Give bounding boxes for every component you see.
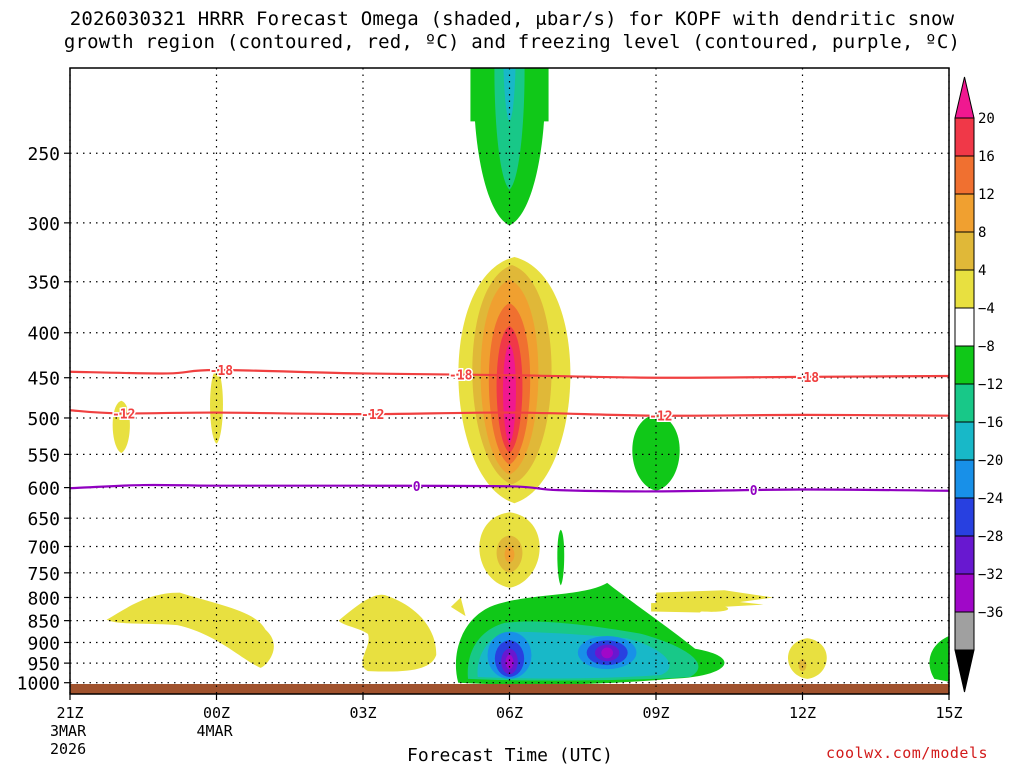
omega-right-edge-green — [929, 636, 949, 682]
y-tick-label-500: 500 — [27, 409, 60, 430]
credit-link[interactable]: coolwx.com/models — [826, 744, 989, 762]
y-tick-label-900: 900 — [27, 633, 60, 654]
colorbar-segment-7 — [954, 345, 975, 385]
x-tick-label-21Z: 21Z — [56, 704, 83, 722]
colorbar-label-5: −4 — [978, 301, 995, 317]
chart-title-line2: growth region (contoured, red, ºC) and f… — [63, 31, 961, 53]
colorbar-label-2: 12 — [978, 187, 995, 203]
colorbar-label-11: −28 — [978, 529, 1003, 545]
x-tick-label-00Z: 00Z — [203, 704, 230, 722]
axes: 2503003504004505005506006507007508008509… — [17, 67, 963, 758]
colorbar-segment-14 — [954, 611, 975, 651]
colorbar-label-12: −32 — [978, 567, 1003, 583]
omega-patch-d-core — [798, 659, 807, 672]
y-tick-label-250: 250 — [27, 144, 60, 165]
omega-mid-small-green — [557, 529, 565, 586]
colorbar-label-8: −16 — [978, 415, 1003, 431]
colorbar-segment-9 — [954, 421, 975, 461]
colorbar-segment-13 — [954, 573, 975, 613]
colorbar-label-7: −12 — [978, 377, 1003, 393]
y-tick-label-350: 350 — [27, 273, 60, 294]
y-tick-label-450: 450 — [27, 369, 60, 390]
y-tick-label-950: 950 — [27, 654, 60, 675]
omega-patch-d — [787, 638, 827, 679]
dgz-contour--12-label-0: -12 — [112, 407, 135, 422]
dgz-contour--18-label-1: -18 — [449, 369, 473, 384]
colorbar-label-4: 4 — [978, 263, 986, 279]
y-tick-label-650: 650 — [27, 509, 60, 530]
temperature-contours: -18 -18 -18 -12 -12 -12 0 0 — [70, 363, 949, 501]
x-tick-sublabel-00Z-0: 4MAR — [197, 722, 234, 740]
dgz-contour--12-label-1: -12 — [361, 408, 384, 423]
dgz-contour--12-label-2: -12 — [649, 410, 672, 425]
y-tick-label-700: 700 — [27, 537, 60, 558]
x-tick-sublabel-21Z-1: 2026 — [50, 740, 86, 758]
colorbar-label-13: −36 — [978, 605, 1003, 621]
omega-upper-teal — [494, 68, 525, 190]
colorbar-label-6: −8 — [978, 339, 995, 355]
y-tick-label-1000: 1000 — [17, 674, 60, 695]
colorbar-segment-12 — [954, 535, 975, 575]
y-tick-label-750: 750 — [27, 564, 60, 585]
y-tick-label-800: 800 — [27, 588, 60, 609]
colorbar-bottom-arrow — [954, 649, 975, 693]
colorbar-segment-2 — [954, 155, 975, 195]
y-tick-label-300: 300 — [27, 214, 60, 235]
colorbar: 20 16 12 8 4 −4 −8 −12 −16 −20 −24 −28 −32 −36 — [954, 76, 1003, 693]
y-tick-label-400: 400 — [27, 324, 60, 345]
chart-title-line1: 2026030321 HRRR Forecast Omega (shaded, … — [69, 8, 955, 30]
omega-lowband-1 — [106, 592, 274, 668]
colorbar-label-3: 8 — [978, 225, 986, 241]
dgz-contour--18-label-2: -18 — [796, 371, 820, 386]
colorbar-segment-10 — [954, 459, 975, 499]
colorbar-segment-1 — [954, 117, 975, 157]
y-tick-label-550: 550 — [27, 445, 60, 466]
x-tick-label-12Z: 12Z — [789, 704, 816, 722]
colorbar-segment-5 — [954, 269, 975, 309]
x-tick-sublabel-21Z-0: 3MAR — [50, 722, 87, 740]
colorbar-label-10: −24 — [978, 491, 1003, 507]
omega-lowband-2 — [338, 594, 437, 672]
x-tick-label-09Z: 09Z — [642, 704, 669, 722]
colorbar-segment-11 — [954, 497, 975, 537]
y-tick-label-600: 600 — [27, 479, 60, 500]
omega-700-12 — [504, 546, 515, 563]
colorbar-label-1: 16 — [978, 149, 995, 165]
colorbar-segment-3 — [954, 193, 975, 233]
omega-patch-e — [450, 597, 466, 617]
freezing-level-contour-label-1: 0 — [750, 484, 758, 499]
dgz-contour--18 — [70, 368, 949, 379]
freezing-level-contour — [70, 483, 949, 493]
colorbar-label-9: −20 — [978, 453, 1003, 469]
x-tick-label-15Z: 15Z — [935, 704, 962, 722]
omega-shading — [70, 68, 949, 694]
omega-low-m32-b — [601, 647, 614, 659]
colorbar-label-0: 20 — [978, 111, 995, 127]
dgz-contour--18-label-0: -18 — [210, 364, 234, 379]
colorbar-segment-8 — [954, 383, 975, 423]
ground-strip — [70, 684, 949, 694]
y-tick-label-850: 850 — [27, 612, 60, 633]
omega-low-m32-a — [505, 654, 514, 670]
x-tick-label-06Z: 06Z — [496, 704, 523, 722]
freezing-level-contour-label-0: 0 — [413, 480, 421, 495]
x-tick-label-03Z: 03Z — [349, 704, 376, 722]
dgz-contour--12 — [70, 409, 949, 417]
colorbar-segment-4 — [954, 231, 975, 271]
x-axis-label: Forecast Time (UTC) — [407, 745, 613, 766]
colorbar-segment-6 — [954, 307, 975, 347]
colorbar-top-arrow — [954, 76, 975, 119]
omega-lowband-3 — [656, 590, 774, 612]
